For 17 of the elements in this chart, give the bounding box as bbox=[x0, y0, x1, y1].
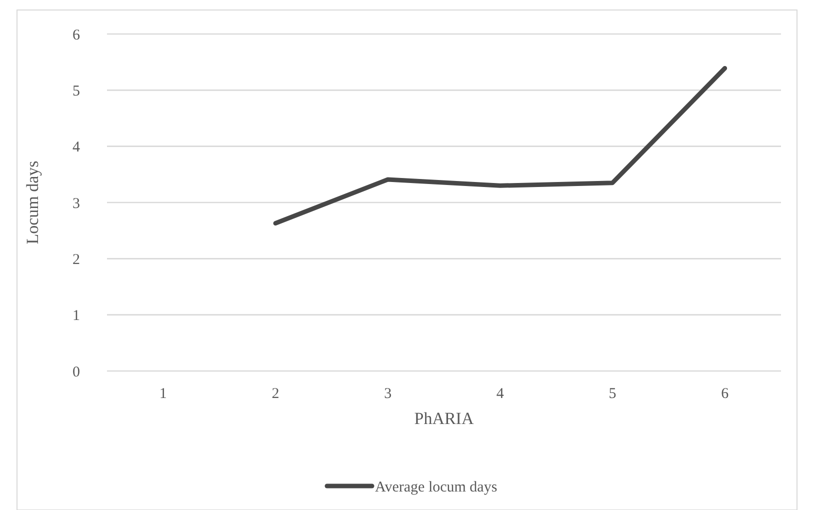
legend-label: Average locum days bbox=[375, 479, 498, 496]
x-tick-label: 2 bbox=[272, 386, 280, 402]
y-tick-label: 6 bbox=[72, 27, 80, 44]
y-tick-label: 1 bbox=[72, 308, 80, 324]
x-axis-title: PhARIA bbox=[414, 409, 474, 428]
y-tick-label: 3 bbox=[72, 196, 80, 212]
y-axis-title: Locum days bbox=[23, 160, 42, 244]
y-tick-label: 4 bbox=[72, 140, 80, 156]
y-tick-label: 2 bbox=[72, 252, 80, 268]
line-series bbox=[273, 66, 728, 226]
x-tick-label: 4 bbox=[496, 386, 504, 402]
y-tick-label: 0 bbox=[72, 364, 80, 380]
y-tick-label: 5 bbox=[72, 83, 80, 100]
x-tick-label: 1 bbox=[159, 386, 167, 402]
x-tick-label: 5 bbox=[608, 386, 616, 402]
x-tick-label: 6 bbox=[721, 386, 730, 402]
x-tick-label: 3 bbox=[384, 386, 392, 402]
